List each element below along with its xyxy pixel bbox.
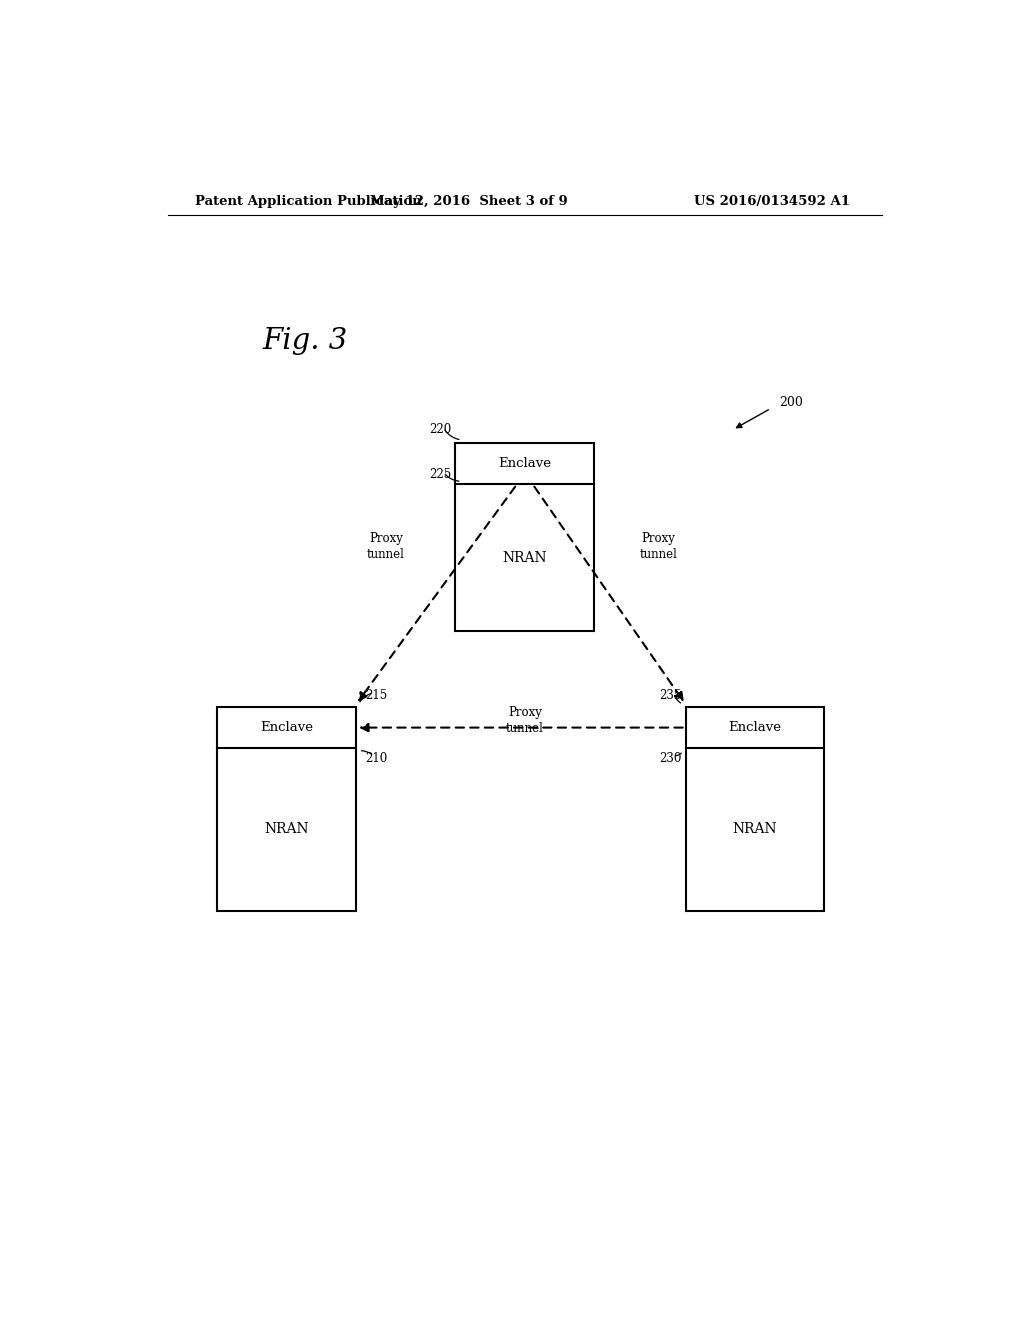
Text: 225: 225 [429,467,452,480]
Text: Enclave: Enclave [499,457,551,470]
Text: 210: 210 [366,751,388,764]
Text: Enclave: Enclave [728,721,781,734]
Text: 200: 200 [778,396,803,409]
Text: Patent Application Publication: Patent Application Publication [196,194,422,207]
Text: Fig. 3: Fig. 3 [263,327,348,355]
Bar [217,708,356,911]
Text: 220: 220 [429,424,452,437]
Text: NRAN: NRAN [732,822,777,837]
Text: Proxy
tunnel: Proxy tunnel [639,532,677,561]
Text: Enclave: Enclave [260,721,313,734]
Text: 235: 235 [659,689,682,701]
Text: 215: 215 [366,689,388,701]
Text: Proxy
tunnel: Proxy tunnel [367,532,404,561]
Text: NRAN: NRAN [503,550,547,565]
Bar [456,444,594,631]
Text: US 2016/0134592 A1: US 2016/0134592 A1 [694,194,850,207]
Text: NRAN: NRAN [264,822,309,837]
Bar [685,708,824,911]
Text: May 12, 2016  Sheet 3 of 9: May 12, 2016 Sheet 3 of 9 [371,194,568,207]
Text: 230: 230 [659,751,682,764]
Text: Proxy
tunnel: Proxy tunnel [506,706,544,735]
